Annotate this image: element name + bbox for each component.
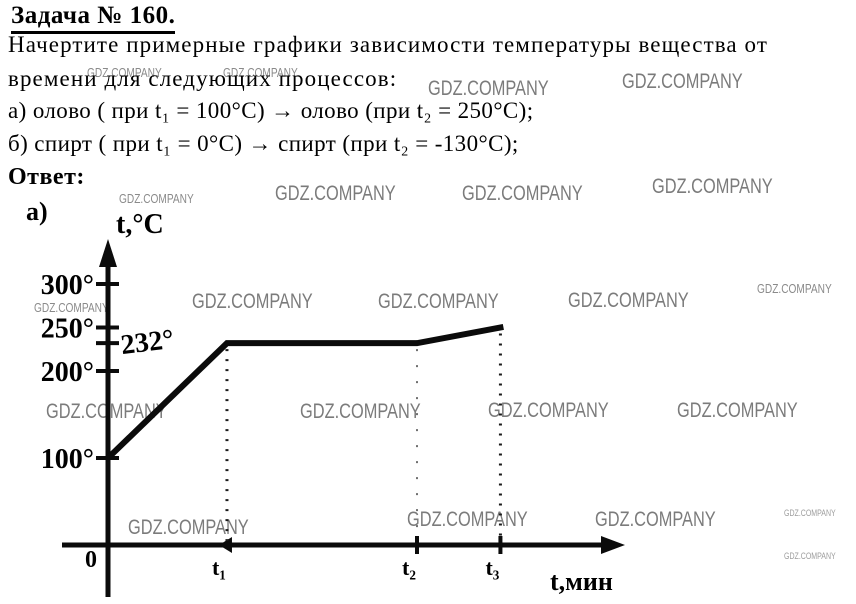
x-tick-arrow-icon (218, 537, 232, 553)
problem-statement-line-1: Начертите примерные графики зависимости … (8, 32, 768, 57)
y-axis-label: t,°C (116, 209, 164, 240)
watermark: GDZ.COMPANY (275, 182, 396, 205)
problem-title: Задача № 160. (11, 2, 176, 34)
origin-label: 0 (85, 547, 97, 573)
watermark: GDZ.COMPANY (462, 182, 583, 205)
watermark: GDZ.COMPANY (34, 300, 109, 315)
watermark: GDZ.COMPANY (87, 65, 162, 80)
watermark: GDZ.COMPANY (784, 508, 836, 518)
x-tick-label: t₃ (485, 555, 499, 580)
watermark: GDZ.COMPANY (407, 508, 528, 531)
problem-case-b: б) спирт ( при t₁ = 0°C) → спирт (при t₂… (8, 131, 519, 156)
temperature-curve (103, 323, 504, 463)
x-tick-label: t₂ (402, 555, 416, 580)
x-tick-label: t₁ (212, 555, 226, 580)
graph-panel-label: а) (26, 197, 48, 226)
watermark: GDZ.COMPANY (119, 191, 194, 206)
watermark: GDZ.COMPANY (568, 289, 689, 312)
watermark: GDZ.COMPANY (428, 77, 549, 100)
watermark: GDZ.COMPANY (488, 399, 609, 422)
watermark: GDZ.COMPANY (223, 65, 298, 80)
y-tick-label: 250° (41, 314, 94, 345)
x-axis-arrow-icon (601, 536, 625, 554)
problem-case-a: а) олово ( при t₁ = 100°C) → олово (при … (8, 98, 534, 123)
watermark: GDZ.COMPANY (784, 551, 836, 561)
watermark: GDZ.COMPANY (652, 175, 773, 198)
watermark: GDZ.COMPANY (622, 70, 743, 93)
watermark: GDZ.COMPANY (128, 516, 249, 539)
y-tick-label: 100° (41, 444, 94, 475)
y-tick-label: 300° (41, 270, 94, 301)
y-tick-label: 200° (41, 357, 94, 388)
problem-statement-line-2: времени для следующих процессов: (8, 66, 398, 91)
watermark: GDZ.COMPANY (595, 508, 716, 531)
y-axis-arrow-icon (99, 239, 117, 267)
watermark: GDZ.COMPANY (192, 290, 313, 313)
answer-label: Ответ: (8, 164, 85, 190)
watermark: GDZ.COMPANY (677, 399, 798, 422)
watermark: GDZ.COMPANY (300, 400, 421, 423)
watermark: GDZ.COMPANY (757, 281, 832, 296)
x-axis-label: t,мин (550, 567, 613, 596)
watermark: GDZ.COMPANY (378, 290, 499, 313)
melting-point-label: 232° (119, 324, 176, 361)
